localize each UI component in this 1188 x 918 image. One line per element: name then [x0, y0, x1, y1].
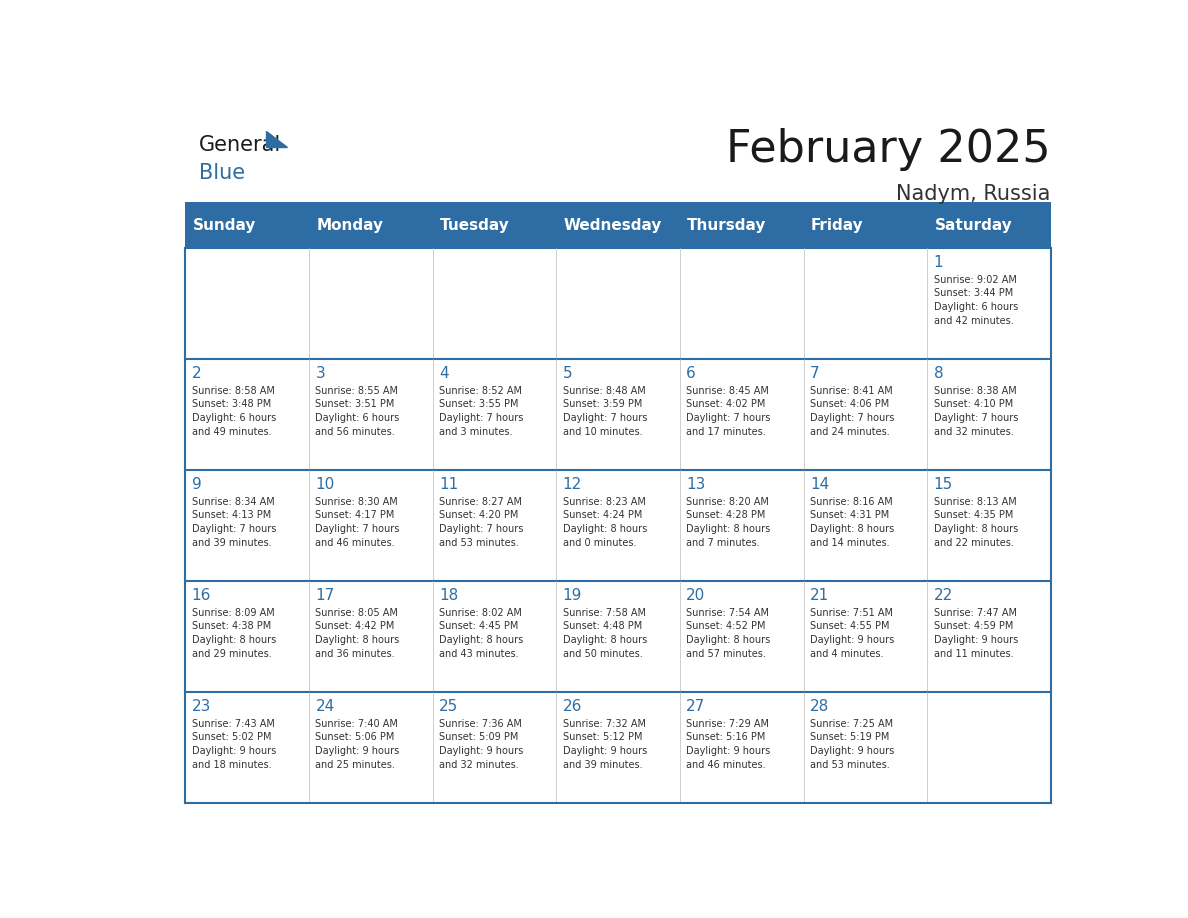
- Text: Tuesday: Tuesday: [440, 218, 510, 232]
- Text: Sunrise: 8:02 AM
Sunset: 4:45 PM
Daylight: 8 hours
and 43 minutes.: Sunrise: 8:02 AM Sunset: 4:45 PM Dayligh…: [440, 608, 523, 658]
- Bar: [185, 581, 1051, 692]
- Text: 20: 20: [687, 588, 706, 603]
- Text: 16: 16: [191, 588, 211, 603]
- Text: Thursday: Thursday: [687, 218, 766, 232]
- Text: Blue: Blue: [200, 163, 245, 184]
- Text: 2: 2: [191, 366, 202, 381]
- Text: 23: 23: [191, 699, 211, 714]
- Text: Sunrise: 8:13 AM
Sunset: 4:35 PM
Daylight: 8 hours
and 22 minutes.: Sunrise: 8:13 AM Sunset: 4:35 PM Dayligh…: [934, 497, 1018, 548]
- Text: February 2025: February 2025: [726, 128, 1051, 171]
- Text: 22: 22: [934, 588, 953, 603]
- Text: Sunrise: 8:41 AM
Sunset: 4:06 PM
Daylight: 7 hours
and 24 minutes.: Sunrise: 8:41 AM Sunset: 4:06 PM Dayligh…: [810, 386, 895, 437]
- Text: Sunrise: 8:05 AM
Sunset: 4:42 PM
Daylight: 8 hours
and 36 minutes.: Sunrise: 8:05 AM Sunset: 4:42 PM Dayligh…: [315, 608, 399, 658]
- Text: 4: 4: [440, 366, 449, 381]
- Text: 13: 13: [687, 477, 706, 492]
- Text: Sunrise: 8:55 AM
Sunset: 3:51 PM
Daylight: 6 hours
and 56 minutes.: Sunrise: 8:55 AM Sunset: 3:51 PM Dayligh…: [315, 386, 399, 437]
- Text: 18: 18: [440, 588, 459, 603]
- Text: Wednesday: Wednesday: [563, 218, 662, 232]
- Text: Sunrise: 8:16 AM
Sunset: 4:31 PM
Daylight: 8 hours
and 14 minutes.: Sunrise: 8:16 AM Sunset: 4:31 PM Dayligh…: [810, 497, 895, 548]
- Text: Sunday: Sunday: [192, 218, 257, 232]
- Text: Saturday: Saturday: [935, 218, 1012, 232]
- Text: Sunrise: 8:34 AM
Sunset: 4:13 PM
Daylight: 7 hours
and 39 minutes.: Sunrise: 8:34 AM Sunset: 4:13 PM Dayligh…: [191, 497, 276, 548]
- Text: Sunrise: 7:40 AM
Sunset: 5:06 PM
Daylight: 9 hours
and 25 minutes.: Sunrise: 7:40 AM Sunset: 5:06 PM Dayligh…: [315, 719, 399, 769]
- Text: 10: 10: [315, 477, 335, 492]
- Text: 15: 15: [934, 477, 953, 492]
- Text: 25: 25: [440, 699, 459, 714]
- Text: Sunrise: 7:36 AM
Sunset: 5:09 PM
Daylight: 9 hours
and 32 minutes.: Sunrise: 7:36 AM Sunset: 5:09 PM Dayligh…: [440, 719, 523, 769]
- Bar: [185, 359, 1051, 470]
- Text: 7: 7: [810, 366, 820, 381]
- Text: Sunrise: 8:45 AM
Sunset: 4:02 PM
Daylight: 7 hours
and 17 minutes.: Sunrise: 8:45 AM Sunset: 4:02 PM Dayligh…: [687, 386, 771, 437]
- Text: 14: 14: [810, 477, 829, 492]
- Text: Sunrise: 7:54 AM
Sunset: 4:52 PM
Daylight: 8 hours
and 57 minutes.: Sunrise: 7:54 AM Sunset: 4:52 PM Dayligh…: [687, 608, 771, 658]
- Text: 26: 26: [563, 699, 582, 714]
- Text: 11: 11: [440, 477, 459, 492]
- Text: 1: 1: [934, 255, 943, 270]
- Text: Nadym, Russia: Nadym, Russia: [897, 185, 1051, 205]
- Text: Sunrise: 7:51 AM
Sunset: 4:55 PM
Daylight: 9 hours
and 4 minutes.: Sunrise: 7:51 AM Sunset: 4:55 PM Dayligh…: [810, 608, 895, 658]
- Text: Sunrise: 8:58 AM
Sunset: 3:48 PM
Daylight: 6 hours
and 49 minutes.: Sunrise: 8:58 AM Sunset: 3:48 PM Dayligh…: [191, 386, 276, 437]
- Text: 12: 12: [563, 477, 582, 492]
- Text: 24: 24: [315, 699, 335, 714]
- Text: Sunrise: 8:52 AM
Sunset: 3:55 PM
Daylight: 7 hours
and 3 minutes.: Sunrise: 8:52 AM Sunset: 3:55 PM Dayligh…: [440, 386, 524, 437]
- Text: Sunrise: 8:38 AM
Sunset: 4:10 PM
Daylight: 7 hours
and 32 minutes.: Sunrise: 8:38 AM Sunset: 4:10 PM Dayligh…: [934, 386, 1018, 437]
- Text: Sunrise: 8:23 AM
Sunset: 4:24 PM
Daylight: 8 hours
and 0 minutes.: Sunrise: 8:23 AM Sunset: 4:24 PM Dayligh…: [563, 497, 647, 548]
- Text: 17: 17: [315, 588, 335, 603]
- Text: 21: 21: [810, 588, 829, 603]
- Text: 19: 19: [563, 588, 582, 603]
- Text: 6: 6: [687, 366, 696, 381]
- Text: Monday: Monday: [316, 218, 384, 232]
- Text: 28: 28: [810, 699, 829, 714]
- Polygon shape: [266, 131, 286, 147]
- Bar: [185, 692, 1051, 803]
- Text: Sunrise: 7:32 AM
Sunset: 5:12 PM
Daylight: 9 hours
and 39 minutes.: Sunrise: 7:32 AM Sunset: 5:12 PM Dayligh…: [563, 719, 647, 769]
- Text: 27: 27: [687, 699, 706, 714]
- Bar: [185, 248, 1051, 359]
- Text: Sunrise: 7:58 AM
Sunset: 4:48 PM
Daylight: 8 hours
and 50 minutes.: Sunrise: 7:58 AM Sunset: 4:48 PM Dayligh…: [563, 608, 647, 658]
- Text: 8: 8: [934, 366, 943, 381]
- Text: 5: 5: [563, 366, 573, 381]
- Text: Sunrise: 7:43 AM
Sunset: 5:02 PM
Daylight: 9 hours
and 18 minutes.: Sunrise: 7:43 AM Sunset: 5:02 PM Dayligh…: [191, 719, 276, 769]
- Text: Sunrise: 7:47 AM
Sunset: 4:59 PM
Daylight: 9 hours
and 11 minutes.: Sunrise: 7:47 AM Sunset: 4:59 PM Dayligh…: [934, 608, 1018, 658]
- Text: General: General: [200, 135, 282, 155]
- Text: Sunrise: 7:29 AM
Sunset: 5:16 PM
Daylight: 9 hours
and 46 minutes.: Sunrise: 7:29 AM Sunset: 5:16 PM Dayligh…: [687, 719, 771, 769]
- Bar: [185, 470, 1051, 581]
- Text: Sunrise: 7:25 AM
Sunset: 5:19 PM
Daylight: 9 hours
and 53 minutes.: Sunrise: 7:25 AM Sunset: 5:19 PM Dayligh…: [810, 719, 895, 769]
- Text: Sunrise: 8:30 AM
Sunset: 4:17 PM
Daylight: 7 hours
and 46 minutes.: Sunrise: 8:30 AM Sunset: 4:17 PM Dayligh…: [315, 497, 400, 548]
- Bar: [185, 202, 1051, 248]
- Text: Sunrise: 8:27 AM
Sunset: 4:20 PM
Daylight: 7 hours
and 53 minutes.: Sunrise: 8:27 AM Sunset: 4:20 PM Dayligh…: [440, 497, 524, 548]
- Text: Sunrise: 8:20 AM
Sunset: 4:28 PM
Daylight: 8 hours
and 7 minutes.: Sunrise: 8:20 AM Sunset: 4:28 PM Dayligh…: [687, 497, 771, 548]
- Text: Sunrise: 8:09 AM
Sunset: 4:38 PM
Daylight: 8 hours
and 29 minutes.: Sunrise: 8:09 AM Sunset: 4:38 PM Dayligh…: [191, 608, 276, 658]
- Text: 9: 9: [191, 477, 202, 492]
- Text: Friday: Friday: [811, 218, 864, 232]
- Text: Sunrise: 8:48 AM
Sunset: 3:59 PM
Daylight: 7 hours
and 10 minutes.: Sunrise: 8:48 AM Sunset: 3:59 PM Dayligh…: [563, 386, 647, 437]
- Text: Sunrise: 9:02 AM
Sunset: 3:44 PM
Daylight: 6 hours
and 42 minutes.: Sunrise: 9:02 AM Sunset: 3:44 PM Dayligh…: [934, 274, 1018, 326]
- Text: 3: 3: [315, 366, 326, 381]
